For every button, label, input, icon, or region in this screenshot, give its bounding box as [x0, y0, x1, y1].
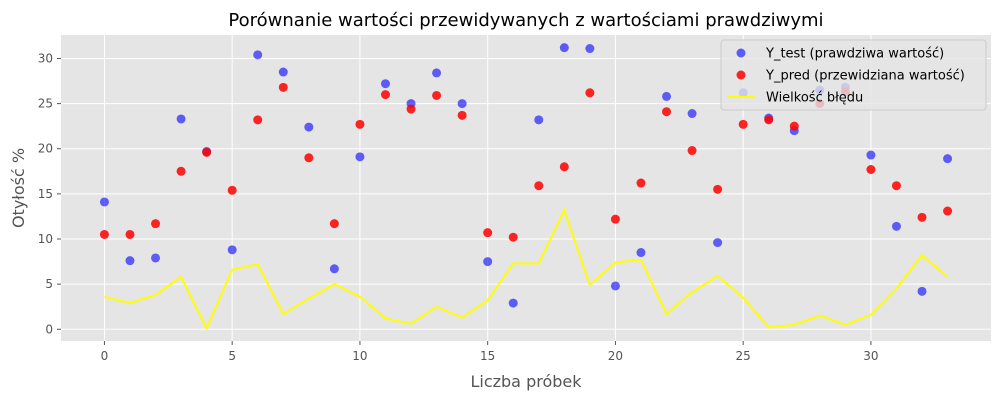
legend: Y_test (prawdziwa wartość) Y_pred (przew… — [720, 39, 987, 111]
y-test-point — [610, 281, 620, 291]
legend-label-y-test: Y_test (prawdziwa wartość) — [765, 47, 944, 62]
x-tick-label: 20 — [608, 349, 623, 363]
x-tick-label: 5 — [228, 349, 236, 363]
y-test-point — [483, 257, 493, 267]
y-test-point — [662, 91, 672, 101]
y-tick-label: 15 — [38, 187, 53, 201]
y-tick-label: 0 — [45, 322, 53, 336]
y-pred-point — [483, 228, 493, 238]
y-pred-point — [355, 119, 365, 129]
y-test-point — [99, 197, 109, 207]
y-test-point — [891, 221, 901, 231]
y-test-point — [151, 253, 161, 263]
y-test-point — [508, 298, 518, 308]
x-tick-label: 30 — [863, 349, 878, 363]
y-test-point — [687, 109, 697, 119]
y-test-point — [917, 286, 927, 296]
y-pred-point — [99, 229, 109, 239]
y-pred-point — [380, 90, 390, 100]
x-tick-label: 10 — [352, 349, 367, 363]
y-pred-point — [176, 166, 186, 176]
y-pred-point — [866, 164, 876, 174]
y-tick-label: 25 — [38, 97, 53, 111]
y-test-point — [355, 152, 365, 162]
y-tick-label: 20 — [38, 142, 53, 156]
y-test-point — [585, 44, 595, 54]
y-test-point — [278, 67, 288, 77]
error-line-layer — [104, 207, 949, 331]
x-axis-ticks: 0 5 10 15 20 25 30 — [101, 341, 879, 363]
y-test-point — [125, 256, 135, 266]
y-test-point — [713, 238, 723, 248]
y-test-point — [380, 79, 390, 89]
points-layer — [99, 43, 953, 308]
y-pred-point — [508, 232, 518, 242]
y-pred-point — [917, 212, 927, 222]
legend-label-error: Wielkość błędu — [766, 91, 863, 106]
x-axis-label: Liczba próbek — [470, 372, 582, 391]
legend-label-y-pred: Y_pred (przewidziana wartość) — [765, 69, 965, 84]
y-pred-point — [662, 107, 672, 117]
y-pred-point — [304, 153, 314, 163]
y-pred-point — [636, 178, 646, 188]
y-test-point — [457, 99, 467, 109]
y-pred-point — [891, 181, 901, 191]
legend-marker-y-pred — [736, 70, 746, 80]
y-test-point — [432, 68, 442, 78]
y-pred-point — [713, 184, 723, 194]
x-tick-label: 15 — [480, 349, 495, 363]
y-pred-point — [534, 181, 544, 191]
x-tick-label: 0 — [101, 349, 109, 363]
y-pred-point — [738, 119, 748, 129]
y-pred-point — [943, 206, 953, 216]
error-line — [104, 207, 949, 331]
y-pred-point — [457, 110, 467, 120]
y-pred-point — [202, 147, 212, 157]
y-test-point — [866, 150, 876, 160]
legend-box — [720, 39, 987, 111]
y-pred-point — [687, 146, 697, 156]
y-pred-point — [610, 214, 620, 224]
y-test-point — [943, 154, 953, 164]
y-axis-label: Otyłość % — [9, 148, 28, 228]
y-test-point — [227, 245, 237, 255]
y-pred-point — [585, 88, 595, 98]
legend-marker-y-test — [736, 48, 746, 58]
y-test-point — [329, 264, 339, 274]
y-pred-point — [432, 90, 442, 100]
y-test-point — [559, 43, 569, 53]
y-pred-point — [559, 162, 569, 172]
y-test-point — [176, 114, 186, 124]
y-tick-label: 5 — [45, 277, 53, 291]
y-pred-point — [227, 185, 237, 195]
y-test-point — [636, 248, 646, 258]
y-test-point — [304, 122, 314, 132]
y-pred-point — [329, 219, 339, 229]
y-pred-point — [789, 121, 799, 131]
y-pred-point — [125, 229, 135, 239]
y-pred-point — [406, 104, 416, 114]
x-tick-label: 25 — [736, 349, 751, 363]
y-axis-ticks: 0 5 10 15 20 25 30 — [38, 51, 61, 336]
y-tick-label: 10 — [38, 232, 53, 246]
y-pred-point — [151, 219, 161, 229]
y-test-point — [534, 115, 544, 125]
y-pred-point — [278, 82, 288, 92]
y-pred-point — [253, 115, 263, 125]
y-test-point — [253, 50, 263, 60]
y-pred-point — [764, 115, 774, 125]
chart-title: Porównanie wartości przewidywanych z war… — [228, 10, 823, 31]
y-tick-label: 30 — [38, 51, 53, 65]
